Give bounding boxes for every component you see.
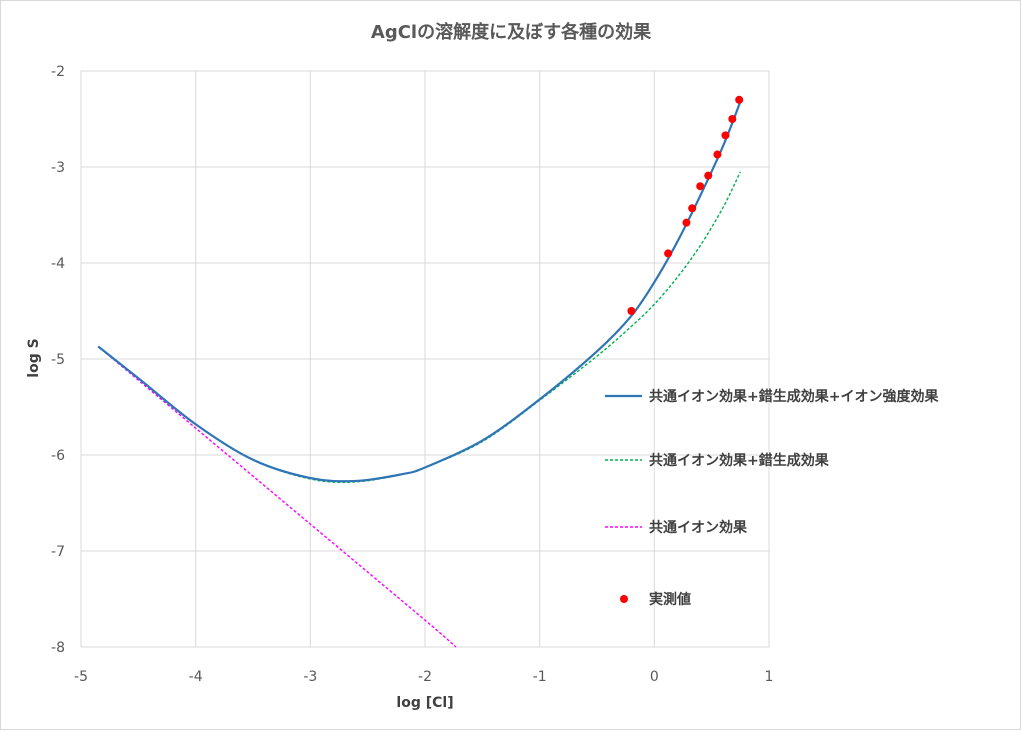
gridlines bbox=[80, 70, 770, 648]
legend-label: 共通イオン効果+錯生成効果+イオン強度効果 bbox=[649, 388, 939, 405]
chart-title: AgClの溶解度に及ぼす各種の効果 bbox=[371, 21, 652, 43]
x-axis-title: log [Cl] bbox=[396, 695, 453, 711]
data-point-measured bbox=[704, 171, 713, 180]
series-line-2 bbox=[97, 345, 457, 648]
x-tick-label: 0 bbox=[650, 669, 659, 685]
data-point-measured bbox=[728, 115, 737, 123]
data-point-measured bbox=[721, 131, 730, 140]
y-tick-label: -3 bbox=[51, 160, 65, 176]
data-point-measured bbox=[735, 95, 744, 104]
y-tick-label: -4 bbox=[51, 256, 65, 272]
legend-marker bbox=[620, 595, 628, 603]
x-tick-label: -2 bbox=[418, 669, 432, 685]
y-tick-label: -7 bbox=[51, 544, 65, 560]
legend-label: 共通イオン効果 bbox=[649, 519, 748, 536]
x-tick-label: 1 bbox=[765, 669, 774, 685]
legend-label: 実測値 bbox=[649, 591, 691, 608]
y-tick-label: -2 bbox=[51, 64, 65, 80]
series-line-0 bbox=[97, 101, 742, 483]
y-tick-label: -6 bbox=[51, 448, 65, 464]
tick-labels: -5 -4 -3 -2 -1 0 1 -8 -7 -6 -5 -4 -3 -2 bbox=[51, 64, 773, 685]
y-tick-label: -5 bbox=[51, 352, 65, 368]
x-tick-label: -4 bbox=[189, 669, 203, 685]
data-point-measured bbox=[688, 204, 697, 213]
data-point-measured bbox=[682, 218, 691, 227]
x-tick-label: -3 bbox=[303, 669, 317, 685]
y-axis-title: log S bbox=[26, 338, 42, 377]
data-point-measured bbox=[713, 150, 722, 159]
series-line-1 bbox=[97, 171, 741, 483]
data-point-measured bbox=[664, 249, 673, 258]
x-tick-label: -1 bbox=[533, 669, 547, 685]
data-point-measured bbox=[627, 307, 636, 315]
legend-label: 共通イオン効果+錯生成効果 bbox=[649, 452, 830, 469]
data-point-measured bbox=[696, 182, 705, 191]
y-tick-label: -8 bbox=[51, 640, 65, 656]
legend: 共通イオン効果+錯生成効果+イオン強度効果共通イオン効果+錯生成効果共通イオン効… bbox=[605, 388, 939, 608]
series-layer bbox=[97, 95, 744, 648]
x-tick-label: -5 bbox=[74, 669, 88, 685]
